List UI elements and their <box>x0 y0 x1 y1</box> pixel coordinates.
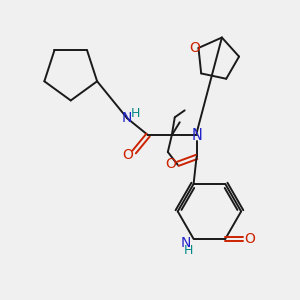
Text: N: N <box>191 128 202 142</box>
Text: N: N <box>122 111 132 125</box>
Text: O: O <box>244 232 256 246</box>
Text: O: O <box>122 148 133 162</box>
Text: H: H <box>130 107 140 120</box>
Text: N: N <box>181 236 191 250</box>
Text: O: O <box>165 157 176 171</box>
Text: O: O <box>189 41 200 55</box>
Text: H: H <box>184 244 193 257</box>
